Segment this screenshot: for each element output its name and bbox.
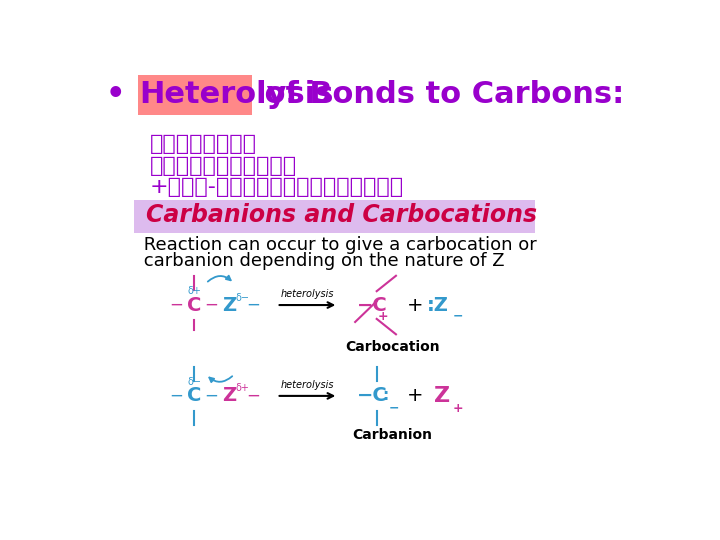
Text: heterolysis: heterolysis bbox=[281, 289, 334, 299]
FancyArrowPatch shape bbox=[210, 376, 233, 382]
Text: •: • bbox=[106, 79, 125, 109]
Text: Reaction can occur to give a carbocation or: Reaction can occur to give a carbocation… bbox=[138, 236, 536, 254]
Text: δ+: δ+ bbox=[187, 286, 201, 296]
Text: δ−: δ− bbox=[235, 294, 250, 303]
Text: −: − bbox=[204, 296, 218, 314]
Text: +: + bbox=[453, 402, 464, 415]
Text: Carbocation: Carbocation bbox=[345, 340, 439, 354]
Text: Z: Z bbox=[434, 386, 450, 406]
Text: +部分と-部分に分かれるタイプの反応）: +部分と-部分に分かれるタイプの反応） bbox=[150, 177, 404, 197]
Text: −: − bbox=[204, 387, 218, 405]
Text: −: − bbox=[170, 387, 184, 405]
Text: −C: −C bbox=[357, 387, 388, 406]
Text: Z: Z bbox=[222, 295, 236, 314]
Text: −: − bbox=[246, 296, 261, 314]
Text: δ−: δ− bbox=[187, 377, 201, 387]
Text: （ヘテロリシス：: （ヘテロリシス： bbox=[150, 134, 256, 154]
Text: Carbanions and Carbocations: Carbanions and Carbocations bbox=[145, 202, 537, 227]
Text: −: − bbox=[170, 296, 184, 314]
FancyBboxPatch shape bbox=[134, 200, 534, 233]
Text: −: − bbox=[390, 402, 400, 415]
Text: −: − bbox=[453, 309, 464, 322]
FancyBboxPatch shape bbox=[138, 75, 252, 115]
Text: +: + bbox=[407, 387, 423, 406]
Text: 共有結合が切れる際に、: 共有結合が切れる際に、 bbox=[150, 156, 297, 176]
Text: −: − bbox=[246, 387, 261, 405]
Text: +: + bbox=[407, 295, 423, 314]
Text: Carbanion: Carbanion bbox=[352, 428, 432, 442]
Text: C: C bbox=[187, 387, 202, 406]
Text: C: C bbox=[187, 295, 202, 314]
Text: δ+: δ+ bbox=[235, 383, 250, 393]
Text: −C: −C bbox=[357, 295, 388, 314]
FancyArrowPatch shape bbox=[208, 276, 230, 281]
Text: +: + bbox=[377, 310, 388, 323]
Text: Z: Z bbox=[222, 387, 236, 406]
Text: :Z: :Z bbox=[428, 295, 449, 314]
Text: :: : bbox=[382, 388, 388, 403]
Text: carbanion depending on the nature of Z: carbanion depending on the nature of Z bbox=[138, 252, 505, 270]
Text: of Bonds to Carbons:: of Bonds to Carbons: bbox=[253, 79, 624, 109]
Text: Heterolysis: Heterolysis bbox=[140, 79, 334, 109]
Text: heterolysis: heterolysis bbox=[281, 380, 334, 390]
